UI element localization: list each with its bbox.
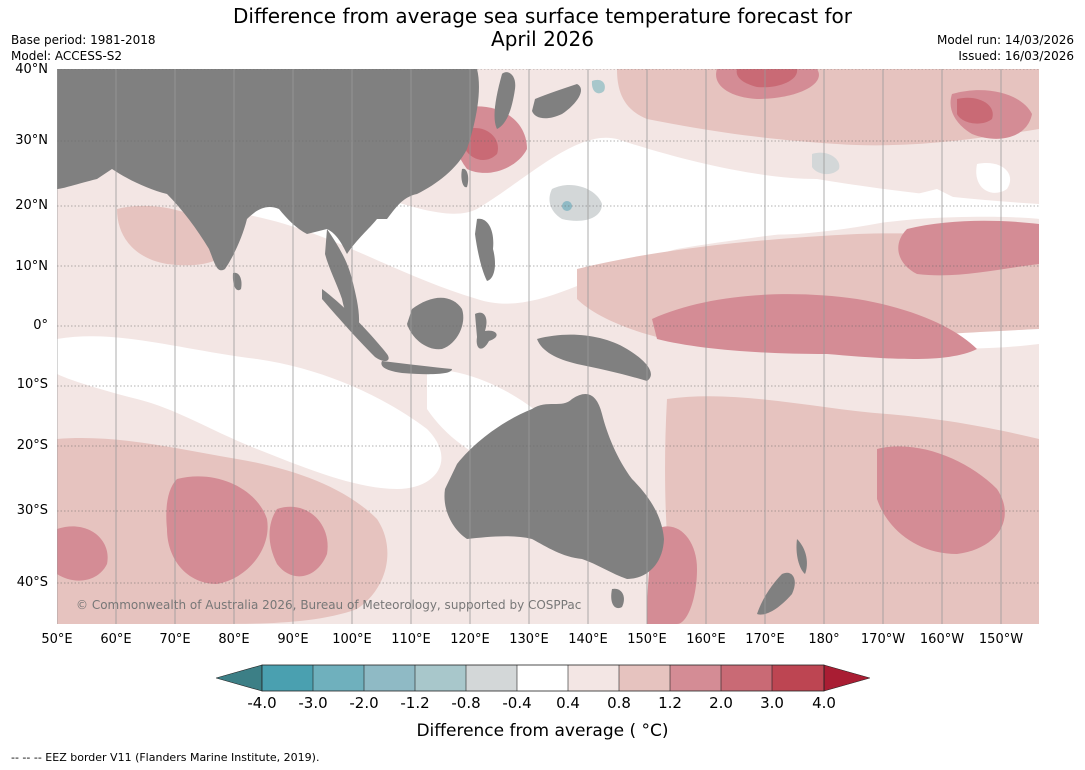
- lon-label-170w: 170°W: [860, 632, 906, 647]
- legend-arrow-low: [216, 664, 263, 692]
- lat-label-20s: 20°S: [16, 438, 48, 453]
- lon-label-120e: 120°E: [450, 632, 490, 647]
- legend-swatch: [568, 665, 619, 691]
- legend-swatch: [313, 665, 364, 691]
- legend-label: -0.8: [451, 694, 481, 712]
- lon-label-160w: 160°W: [919, 632, 965, 647]
- lon-label-60e: 60°E: [100, 632, 132, 647]
- lat-label-10n: 10°N: [15, 259, 48, 274]
- model-name: Model: ACCESS-S2: [11, 49, 123, 63]
- legend-arrow-high: [823, 664, 870, 692]
- lat-label-20n: 20°N: [15, 198, 48, 213]
- lon-label-100e: 100°E: [332, 632, 372, 647]
- legend-dividers: [312, 665, 773, 691]
- legend-label: -1.2: [400, 694, 430, 712]
- model-run: Model run: 14/03/2026: [936, 33, 1074, 47]
- lon-label-170e: 170°E: [745, 632, 785, 647]
- legend-swatch: [517, 665, 568, 691]
- lon-label-130e: 130°E: [509, 632, 549, 647]
- latitude-gridlines: [57, 69, 1039, 584]
- cool-patches: [549, 79, 840, 221]
- legend-label: 2.0: [709, 694, 733, 712]
- copyright-notice: © Commonwealth of Australia 2026, Bureau…: [76, 598, 582, 612]
- legend-label: 1.2: [658, 694, 682, 712]
- lon-label-150w: 150°W: [978, 632, 1024, 647]
- legend-label: -2.0: [349, 694, 379, 712]
- legend-swatch: [364, 665, 415, 691]
- eez-footnote: -- -- -- EEZ border V11 (Flanders Marine…: [11, 751, 320, 764]
- issued-date: Issued: 16/03/2026: [958, 49, 1074, 63]
- meta-right: Model run: 14/03/2026 Issued: 16/03/2026: [937, 32, 1074, 64]
- legend-title: Difference from average ( °C): [416, 721, 669, 741]
- legend-label: 0.4: [556, 694, 580, 712]
- sst-anomaly-map: [57, 69, 1039, 624]
- map-title-line2: April 2026: [491, 27, 594, 51]
- hot-spots: [465, 69, 993, 161]
- lon-label-70e: 70°E: [159, 632, 191, 647]
- lon-label-50e: 50°E: [41, 632, 73, 647]
- lat-label-30s: 30°S: [16, 503, 48, 518]
- lon-label-110e: 110°E: [391, 632, 431, 647]
- base-period: Base period: 1981-2018: [11, 33, 156, 47]
- legend-frame: [261, 664, 825, 692]
- legend-swatch: [415, 665, 466, 691]
- legend-swatch: [670, 665, 721, 691]
- lon-label-90e: 90°E: [277, 632, 309, 647]
- legend-swatch: [262, 665, 313, 691]
- legend-label: 4.0: [812, 694, 836, 712]
- legend-swatch: [772, 665, 824, 691]
- legend-swatch: [466, 665, 517, 691]
- legend-swatch: [721, 665, 772, 691]
- lon-label-80e: 80°E: [218, 632, 250, 647]
- lat-label-30n: 30°N: [15, 133, 48, 148]
- lon-label-150e: 150°E: [627, 632, 667, 647]
- lon-label-140e: 140°E: [568, 632, 608, 647]
- lon-label-180: 180°: [808, 632, 840, 647]
- meta-left: Base period: 1981-2018 Model: ACCESS-S2: [11, 32, 156, 64]
- legend-swatch: [619, 665, 670, 691]
- legend-label: 3.0: [760, 694, 784, 712]
- lon-label-160e: 160°E: [686, 632, 726, 647]
- legend-label: -0.4: [502, 694, 532, 712]
- color-legend: [216, 664, 870, 692]
- lat-label-40s: 40°S: [16, 575, 48, 590]
- lat-label-equator: 0°: [33, 318, 48, 333]
- lat-label-10s: 10°S: [16, 377, 48, 392]
- lat-label-40n: 40°N: [15, 62, 48, 77]
- land-masses: [57, 69, 807, 615]
- legend-label: -4.0: [247, 694, 277, 712]
- legend-label: 0.8: [607, 694, 631, 712]
- longitude-gridlines: [57, 69, 1002, 624]
- legend-label: -3.0: [298, 694, 328, 712]
- map-title-line1: Difference from average sea surface temp…: [232, 4, 852, 28]
